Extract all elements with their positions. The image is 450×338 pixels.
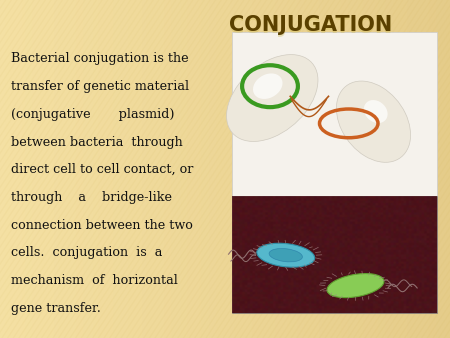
Ellipse shape [269,248,302,262]
Text: direct cell to cell contact, or: direct cell to cell contact, or [11,163,194,176]
Text: CONJUGATION: CONJUGATION [229,17,392,37]
FancyBboxPatch shape [232,196,436,313]
Text: through    a    bridge-like: through a bridge-like [11,191,172,204]
Ellipse shape [327,273,384,298]
Text: between bacteria  through: between bacteria through [11,136,183,148]
Text: mechanism  of  horizontal: mechanism of horizontal [11,274,178,287]
Ellipse shape [364,100,387,123]
Text: connection between the two: connection between the two [11,219,193,232]
Text: Bacterial conjugation is the: Bacterial conjugation is the [11,52,189,65]
Text: (conjugative       plasmid): (conjugative plasmid) [11,108,175,121]
FancyBboxPatch shape [232,32,436,196]
Ellipse shape [257,243,315,267]
Ellipse shape [253,73,283,99]
Text: transfer of genetic material: transfer of genetic material [11,80,189,93]
Ellipse shape [226,55,318,141]
Text: gene transfer.: gene transfer. [11,302,101,315]
Ellipse shape [337,81,410,162]
Text: cells.  conjugation  is  a: cells. conjugation is a [11,246,162,259]
Text: CONJUGATION: CONJUGATION [229,15,392,35]
